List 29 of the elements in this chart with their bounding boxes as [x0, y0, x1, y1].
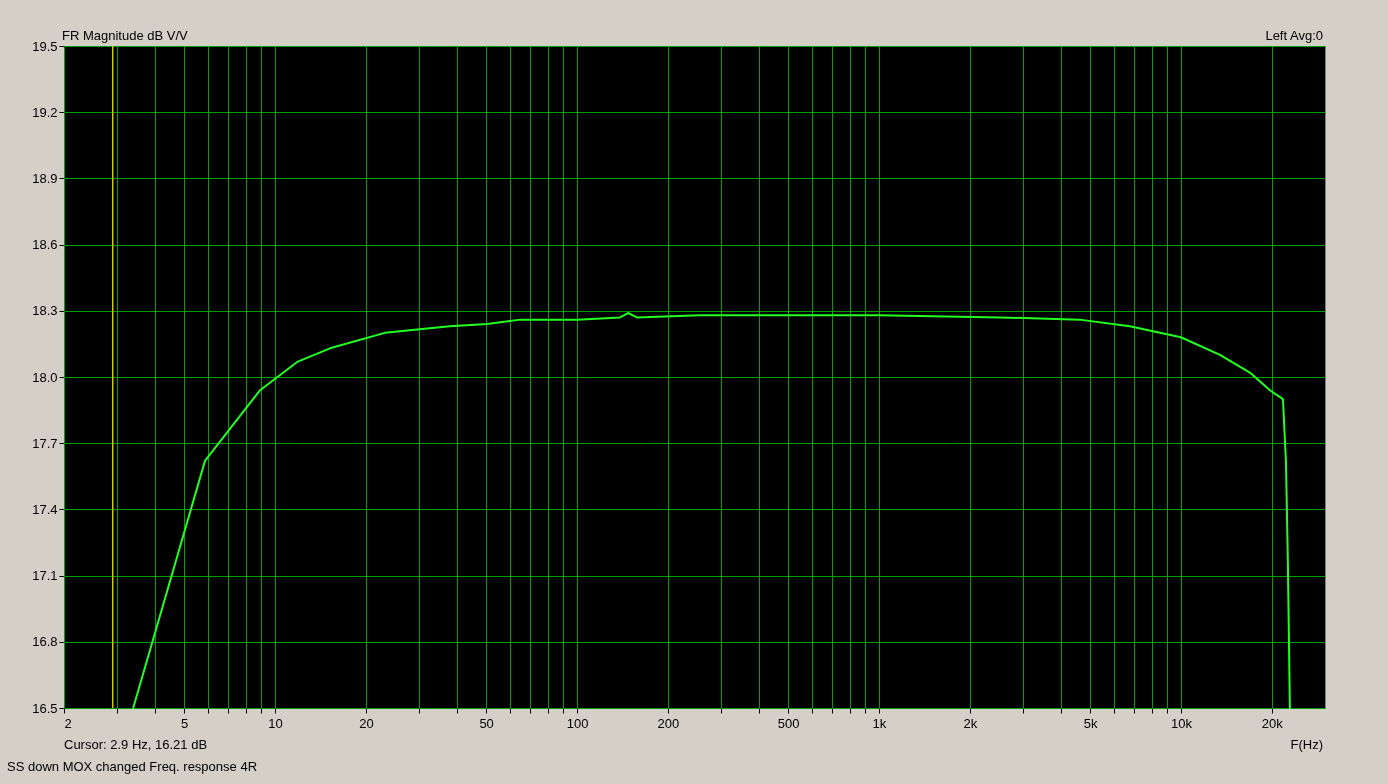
x-tick-label: 500 [777, 715, 800, 731]
y-axis-title: FR Magnitude dB V/V [62, 28, 189, 43]
x-tick-label: 5 [181, 715, 189, 731]
x-tick-label: 50 [479, 715, 494, 731]
y-tick-label: 16.8 [32, 634, 58, 650]
x-tick-label: 20 [359, 715, 374, 731]
y-tick-label: 17.7 [32, 435, 58, 451]
y-tick-label: 19.5 [32, 38, 58, 54]
y-tick-label: 17.4 [32, 501, 58, 517]
x-tick-label: 2k [963, 715, 978, 731]
y-tick-label: 18.9 [32, 170, 58, 186]
y-tick-label: 17.1 [32, 568, 58, 584]
x-tick-label: 2 [64, 715, 72, 731]
x-tick-label: 20k [1261, 715, 1284, 731]
text: SS down MOX changed Freq. response 4R [7, 759, 258, 774]
x-tick-label: 10 [268, 715, 283, 731]
text: Left Avg:0 [1265, 28, 1323, 43]
x-axis-title: F(Hz) [1290, 737, 1323, 752]
x-tick-label: 10k [1170, 715, 1193, 731]
y-tick-label: 18.6 [32, 237, 58, 253]
x-tick-label: 200 [657, 715, 680, 731]
x-tick-label: 100 [566, 715, 589, 731]
y-tick-label: 19.2 [32, 104, 58, 120]
x-tick-label: 5k [1083, 715, 1098, 731]
x-tick-label: 1k [872, 715, 887, 731]
text: Cursor: 2.9 Hz, 16.21 dB [64, 737, 208, 752]
y-tick-label: 18.0 [32, 369, 58, 385]
y-tick-label: 18.3 [32, 303, 58, 319]
y-tick-label: 16.5 [32, 700, 58, 716]
